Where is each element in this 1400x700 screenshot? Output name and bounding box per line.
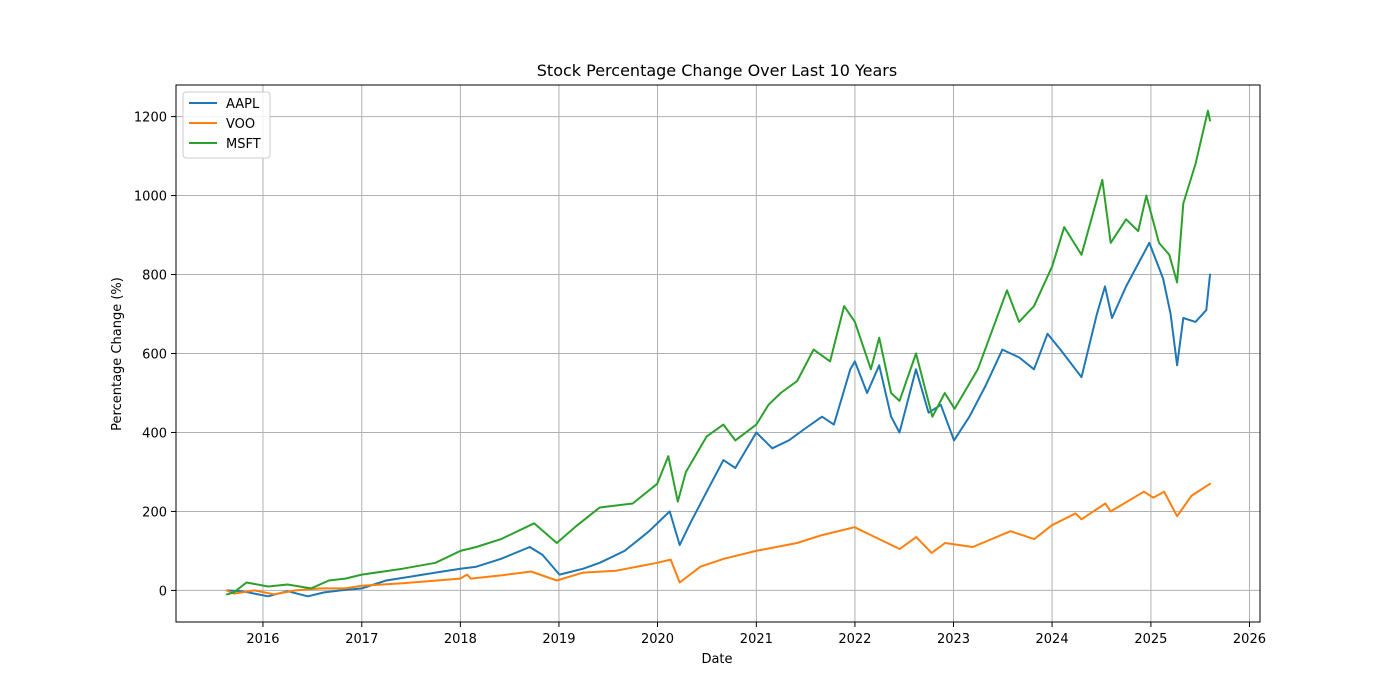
y-axis: 0 200 400 600 800 1000 1200	[134, 111, 176, 599]
grid	[176, 85, 1260, 622]
x-tick-label: 2024	[1036, 632, 1069, 647]
x-tick-label: 2020	[641, 632, 674, 647]
x-tick-label: 2022	[838, 632, 871, 647]
series-line-aapl	[225, 241, 1211, 598]
x-tick-label: 2025	[1134, 632, 1167, 647]
x-tick-label: 2017	[345, 632, 378, 647]
x-tick-label: 2016	[246, 632, 279, 647]
legend-label: AAPL	[226, 97, 260, 112]
y-axis-label: Percentage Change (%)	[110, 277, 125, 431]
x-tick-label: 2021	[740, 632, 773, 647]
legend-label: MSFT	[226, 137, 261, 152]
series-layer	[225, 109, 1211, 598]
x-tick-label: 2023	[937, 632, 970, 647]
x-axis-label: Date	[701, 652, 732, 667]
y-tick-label: 800	[142, 269, 167, 284]
legend: AAPL VOO MSFT	[182, 91, 271, 159]
y-tick-label: 600	[142, 348, 167, 363]
y-tick-label: 1200	[134, 111, 167, 126]
x-axis: 2016 2017 2018 2019 2020 2021 2022 2023 2024 2025…	[246, 622, 1266, 647]
chart-title: Stock Percentage Change Over Last 10 Yea…	[537, 61, 897, 80]
y-tick-label: 200	[142, 505, 167, 520]
x-tick-label: 2019	[542, 632, 575, 647]
y-tick-label: 1000	[134, 190, 167, 205]
legend-box	[182, 91, 271, 159]
legend-label: VOO	[226, 117, 255, 132]
x-tick-label: 2018	[444, 632, 477, 647]
y-tick-label: 400	[142, 426, 167, 441]
y-tick-label: 0	[159, 584, 167, 599]
series-line-voo	[225, 482, 1211, 596]
x-tick-label: 2026	[1233, 632, 1266, 647]
series-line-msft	[225, 109, 1211, 596]
